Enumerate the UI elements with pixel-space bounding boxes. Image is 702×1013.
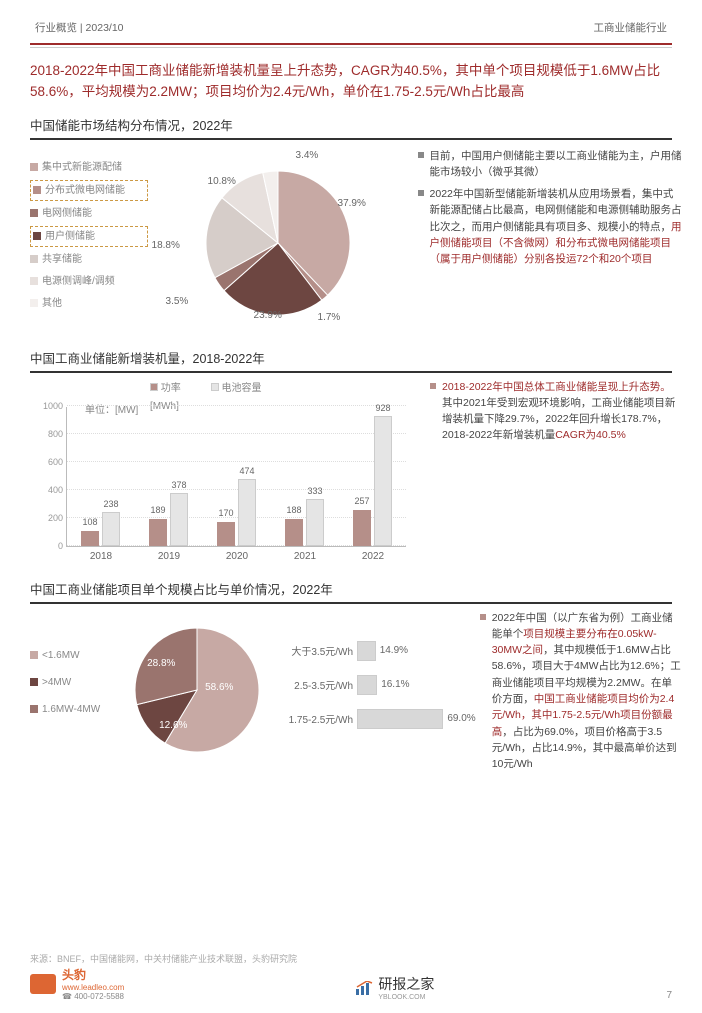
- leadleo-logo-icon: [30, 974, 56, 994]
- footer-logo2-text: 研报之家 YBLOOK.COM: [378, 974, 434, 1001]
- header-red-line: [30, 43, 672, 45]
- bar-legend: 功率 电池容量: [150, 379, 262, 394]
- section3-bullets: 2022年中国（以广东省为例）工商业储能单个项目规模主要分布在0.05kW-30…: [480, 610, 682, 779]
- pie3-label-2: 12.6%: [159, 720, 187, 731]
- section2-body: 功率 电池容量 单位：[MW] [MWh] 02004006008001000 …: [30, 379, 682, 569]
- pie-label: 3.4%: [296, 150, 319, 161]
- footer-logo2: 研报之家 YBLOOK.COM: [356, 974, 434, 1001]
- bullet-item: 2022年中国新型储能新增装机从应用场景看，集中式新能源配储占比最高，电网侧储能…: [418, 186, 682, 267]
- legend-item: 1.6MW-4MW: [30, 704, 107, 715]
- bullet-item: 2022年中国（以广东省为例）工商业储能单个项目规模主要分布在0.05kW-30…: [480, 610, 682, 773]
- legend-item: 电网侧储能: [30, 204, 148, 223]
- pie-label: 3.5%: [166, 296, 189, 307]
- legend-item: >4MW: [30, 677, 107, 688]
- section3-hbars: 大于3.5元/Wh14.9% 2.5-3.5元/Wh16.1% 1.75-2.5元/…: [287, 610, 480, 770]
- hbar-row: 2.5-3.5元/Wh16.1%: [287, 672, 480, 698]
- section1-bullets: 目前，中国用户侧储能主要以工商业储能为主，户用储能市场较小（微乎其微） 2022…: [418, 148, 682, 338]
- bullet-item: 2018-2022年中国总体工商业储能呈现上升态势。其中2021年受到宏观环境影…: [430, 379, 680, 444]
- summary-text: 2018-2022年中国工商业储能新增装机量呈上升态势，CAGR为40.5%，其…: [30, 60, 672, 103]
- legend-item: 用户侧储能: [30, 226, 148, 247]
- section1-legend: 集中式新能源配储分布式微电网储能电网侧储能用户侧储能共享储能电源侧调峰/调频其他: [30, 148, 148, 338]
- pie-label: 18.8%: [152, 240, 180, 251]
- page-footer: 头豹 www.leadleo.com ☎ 400-072-5588 研报之家 Y…: [30, 966, 672, 1001]
- section2-title: 中国工商业储能新增装机量，2018-2022年: [30, 348, 672, 373]
- section1-pie: 37.9% 1.7% 23.9% 3.5% 18.8% 10.8% 3.4%: [148, 148, 418, 338]
- bullet-item: 目前，中国用户侧储能主要以工商业储能为主，户用储能市场较小（微乎其微）: [418, 148, 682, 181]
- bullet-text: 2022年中国（以广东省为例）工商业储能单个项目规模主要分布在0.05kW-30…: [492, 610, 682, 773]
- footer-left: 头豹 www.leadleo.com ☎ 400-072-5588: [30, 966, 124, 1001]
- legend-item: 集中式新能源配储: [30, 158, 148, 177]
- section3-title: 中国工商业储能项目单个规模占比与单价情况，2022年: [30, 579, 672, 604]
- legend-item: 分布式微电网储能: [30, 180, 148, 201]
- pie3-label-1: 58.6%: [205, 682, 233, 693]
- bullet-icon: [430, 383, 436, 389]
- legend-item: 电源侧调峰/调频: [30, 272, 148, 291]
- pie-label: 1.7%: [318, 312, 341, 323]
- bullet-icon: [418, 190, 424, 196]
- pie-label: 10.8%: [208, 176, 236, 187]
- bullet-icon: [480, 614, 486, 620]
- hbar-row: 大于3.5元/Wh14.9%: [287, 638, 480, 664]
- legend-item: 共享储能: [30, 250, 148, 269]
- legend-item: 其他: [30, 294, 148, 313]
- chart-icon: [356, 981, 374, 995]
- header-right: 工商业储能行业: [594, 20, 668, 35]
- section1-body: 集中式新能源配储分布式微电网储能电网侧储能用户侧储能共享储能电源侧调峰/调频其他…: [30, 148, 682, 338]
- header-left: 行业概览 | 2023/10: [35, 20, 124, 35]
- page-header: 行业概览 | 2023/10 工商业储能行业: [0, 0, 702, 43]
- section3-pie: 58.6% 12.6% 28.8%: [107, 610, 287, 770]
- section1-title: 中国储能市场结构分布情况，2022年: [30, 115, 672, 140]
- footer-brand: 头豹: [62, 966, 124, 983]
- pie3-label-3: 28.8%: [147, 658, 175, 669]
- bullet-text: 2022年中国新型储能新增装机从应用场景看，集中式新能源配储占比最高，电网侧储能…: [430, 186, 682, 267]
- bullet-text: 目前，中国用户侧储能主要以工商业储能为主，户用储能市场较小（微乎其微）: [430, 148, 682, 181]
- pie-label: 37.9%: [338, 198, 366, 209]
- bullet-text: 2018-2022年中国总体工商业储能呈现上升态势。其中2021年受到宏观环境影…: [442, 379, 680, 444]
- page-number: 7: [666, 990, 672, 1001]
- footer-brand-block: 头豹 www.leadleo.com ☎ 400-072-5588: [62, 966, 124, 1001]
- bullet-icon: [418, 152, 424, 158]
- section3-body: <1.6MW >4MW 1.6MW-4MW 58.6% 12.6% 28.8% 大于…: [30, 610, 682, 779]
- section3-legend: <1.6MW >4MW 1.6MW-4MW: [30, 610, 107, 779]
- source-text: 来源：BNEF，中国储能网，中关村储能产业技术联盟，头豹研究院: [30, 952, 297, 965]
- legend-item: <1.6MW: [30, 650, 107, 661]
- header-thin-line: [30, 47, 672, 48]
- section2-bullets: 2018-2022年中国总体工商业储能呈现上升态势。其中2021年受到宏观环境影…: [430, 379, 680, 569]
- section2-barchart: 功率 电池容量 单位：[MW] [MWh] 02004006008001000 …: [30, 379, 430, 569]
- pie-label: 23.9%: [254, 310, 282, 321]
- hbar-row: 1.75-2.5元/Wh69.0%: [287, 706, 480, 732]
- chart-axis: 02004006008001000 108 238 2018 189 378 2…: [66, 407, 406, 547]
